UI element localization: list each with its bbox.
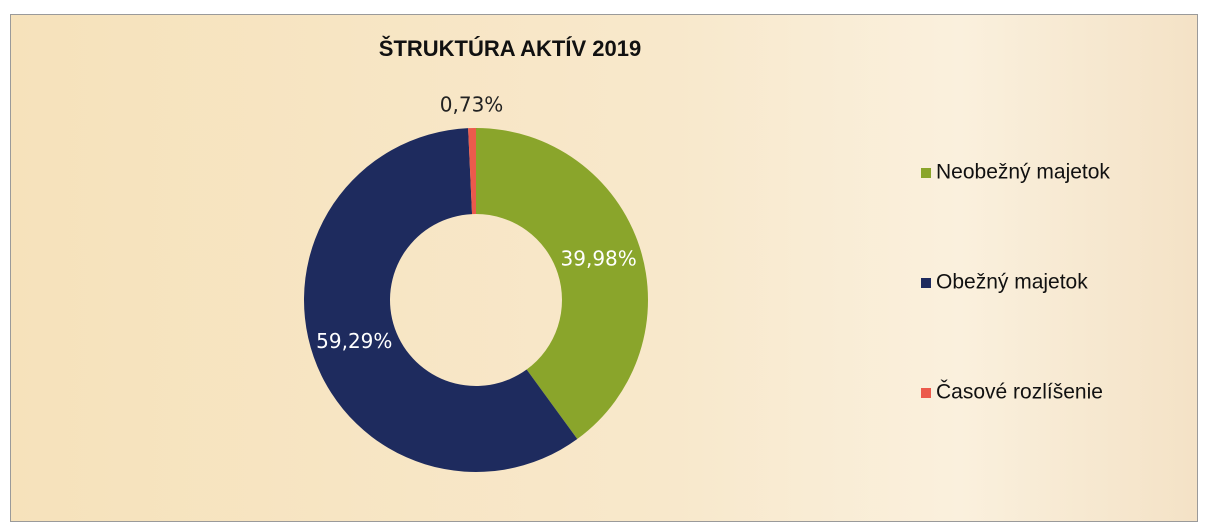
data-label: 39,98% [561,247,637,271]
legend-marker [921,168,931,178]
legend-label: Obežný majetok [936,271,1088,294]
legend-marker [921,388,931,398]
chart-title: ŠTRUKTÚRA AKTÍV 2019 [379,36,641,61]
donut-slice [304,128,578,472]
legend-label: Časové rozlíšenie [936,381,1103,404]
donut-slice [468,128,476,215]
legend-label: Neobežný majetok [936,161,1110,184]
data-label: 0,73% [440,93,504,117]
data-label: 59,29% [316,329,392,353]
donut-slice [476,128,648,440]
legend-marker [921,278,931,288]
